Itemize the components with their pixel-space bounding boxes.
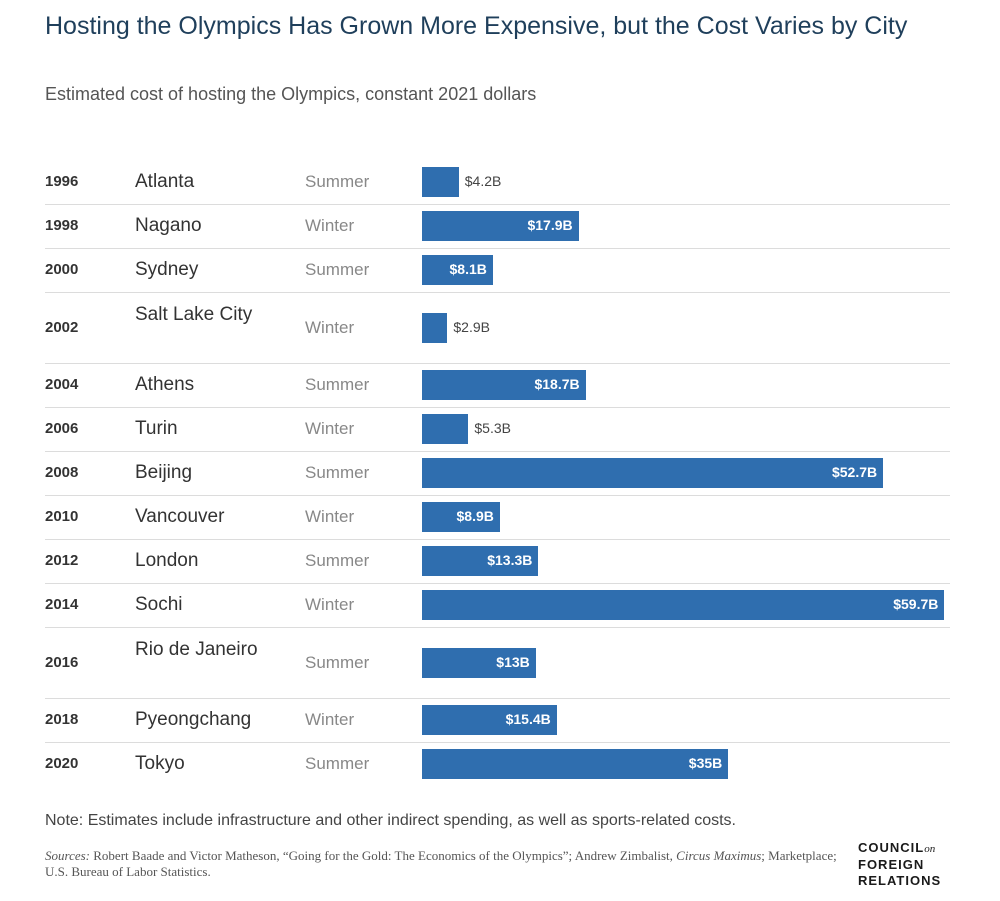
row-year: 2002 xyxy=(45,318,79,336)
row-city: Rio de Janeiro xyxy=(135,638,258,660)
bar xyxy=(422,370,586,400)
logo-line-3: RELATIONS xyxy=(858,873,942,888)
bar-row: 1996 Atlanta Summer $4.2B xyxy=(45,160,950,205)
row-season: Summer xyxy=(305,652,370,672)
bar-row: 2002 Salt Lake City Winter $2.9B xyxy=(45,292,950,364)
row-year: 1996 xyxy=(45,173,79,190)
row-season: Winter xyxy=(305,317,355,337)
bar-row: 1998 Nagano Winter $17.9B xyxy=(45,204,950,249)
bar xyxy=(422,502,500,532)
sources-book: Circus Maximus xyxy=(676,848,762,863)
chart-subtitle: Estimated cost of hosting the Olympics, … xyxy=(45,84,537,104)
row-city: Pyeongchang xyxy=(135,709,252,730)
row-city: Salt Lake City xyxy=(135,303,253,325)
row-season: Summer xyxy=(305,754,370,773)
row-city: London xyxy=(135,550,199,571)
bar-row: 2016 Rio de Janeiro Summer $13B xyxy=(45,627,950,699)
bar-row: 2004 Athens Summer $18.7B xyxy=(45,363,950,408)
sources-text-2: ; Marketplace; U.S. Bureau of Labor Stat… xyxy=(45,848,837,879)
bar xyxy=(422,749,729,779)
logo-line-1: COUNCIL xyxy=(858,840,925,855)
bar xyxy=(422,647,536,678)
row-year: 2006 xyxy=(45,420,79,437)
row-season: Summer xyxy=(305,260,370,279)
bar-value-label: $35B xyxy=(688,755,723,771)
bar-value-label: $8.1B xyxy=(449,261,487,277)
bar-value-label: $13B xyxy=(496,653,530,670)
row-year: 2014 xyxy=(45,596,79,613)
bar-value-label: $2.9B xyxy=(453,318,490,335)
cfr-logo: COUNCILon FOREIGN RELATIONS xyxy=(858,840,968,889)
row-season: Winter xyxy=(305,419,355,438)
bar-value-label: $13.3B xyxy=(487,552,533,568)
logo-on: on xyxy=(924,843,936,855)
row-year: 2016 xyxy=(45,653,79,671)
sources-text-1: Robert Baade and Victor Matheson, “Going… xyxy=(90,848,677,863)
row-year: 2012 xyxy=(45,552,79,569)
sources-label: Sources: xyxy=(45,848,91,863)
row-season: Winter xyxy=(305,216,355,235)
bar-value-label: $8.9B xyxy=(456,508,494,524)
chart-sources: Sources: Robert Baade and Victor Matheso… xyxy=(45,848,845,880)
bar xyxy=(422,312,448,343)
bar-row: 2014 Sochi Winter $59.7B xyxy=(45,583,950,628)
row-season: Summer xyxy=(305,375,370,394)
chart-title: Hosting the Olympics Has Grown More Expe… xyxy=(45,12,908,40)
row-city: Turin xyxy=(135,418,178,439)
row-year: 2004 xyxy=(45,376,79,393)
row-season: Winter xyxy=(305,710,355,729)
chart-note: Note: Estimates include infrastructure a… xyxy=(45,812,736,829)
row-city: Sydney xyxy=(135,259,199,280)
row-year: 2018 xyxy=(45,711,79,728)
row-season: Summer xyxy=(305,172,370,191)
bar xyxy=(422,414,469,444)
row-city: Sochi xyxy=(135,594,183,615)
row-season: Summer xyxy=(305,551,370,570)
row-year: 2010 xyxy=(45,508,79,525)
row-city: Vancouver xyxy=(135,506,225,527)
bar xyxy=(422,458,884,488)
bar-row: 2018 Pyeongchang Winter $15.4B xyxy=(45,698,950,743)
bar xyxy=(422,167,459,197)
bar xyxy=(422,255,493,285)
bar-value-label: $17.9B xyxy=(527,217,573,233)
row-year: 2000 xyxy=(45,261,79,278)
row-year: 2008 xyxy=(45,464,79,481)
logo-line-2: FOREIGN xyxy=(858,857,925,872)
bar-value-label: $5.3B xyxy=(474,420,511,436)
row-year: 1998 xyxy=(45,217,79,234)
row-city: Athens xyxy=(135,374,195,395)
bar-value-label: $52.7B xyxy=(831,464,878,480)
bar-value-label: $18.7B xyxy=(534,376,580,392)
row-season: Summer xyxy=(305,463,370,482)
bar-value-label: $59.7B xyxy=(893,596,939,612)
bar-row: 2010 Vancouver Winter $8.9B xyxy=(45,495,950,540)
row-city: Atlanta xyxy=(135,171,195,192)
bar xyxy=(422,705,557,735)
bar xyxy=(422,211,579,241)
bar-row: 2008 Beijing Summer $52.7B xyxy=(45,451,950,496)
bar-row: 2000 Sydney Summer $8.1B xyxy=(45,248,950,293)
row-season: Winter xyxy=(305,507,355,526)
bar-row: 2012 London Summer $13.3B xyxy=(45,539,950,584)
bar xyxy=(422,546,539,576)
bar-value-label: $4.2B xyxy=(464,173,502,189)
row-city: Beijing xyxy=(135,462,193,483)
bar xyxy=(422,590,945,620)
row-season: Winter xyxy=(305,595,355,614)
bar-row: 2020 Tokyo Summer $35B xyxy=(45,742,950,786)
row-city: Tokyo xyxy=(135,753,185,774)
bar-row: 2006 Turin Winter $5.3B xyxy=(45,407,950,452)
bar-value-label: $15.4B xyxy=(505,711,551,727)
row-year: 2020 xyxy=(45,755,79,772)
row-city: Nagano xyxy=(135,215,202,236)
